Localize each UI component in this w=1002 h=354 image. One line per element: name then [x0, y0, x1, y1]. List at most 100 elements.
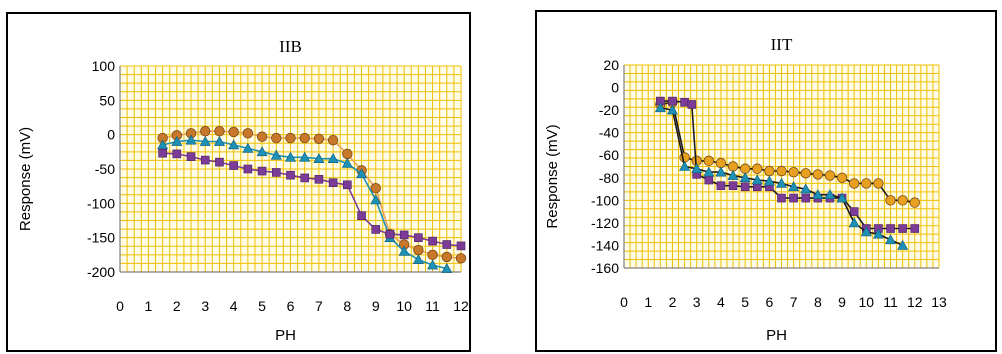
data-point: [228, 139, 240, 150]
data-point: [800, 168, 811, 179]
y-tick-label: -20: [599, 102, 619, 118]
y-tick-label: -100: [87, 195, 115, 211]
data-point: [342, 148, 353, 160]
data-point: [185, 134, 197, 145]
data-point: [728, 181, 738, 190]
data-point: [897, 195, 908, 206]
data-point: [687, 100, 697, 109]
y-tick-label: -160: [591, 260, 619, 276]
x-tick-label: 9: [372, 298, 380, 314]
x-tick-label: 13: [931, 294, 947, 310]
data-point: [836, 192, 848, 203]
x-tick-label: 5: [258, 298, 266, 314]
data-point: [849, 207, 859, 216]
y-tick-label: -80: [599, 170, 619, 186]
data-point: [356, 168, 368, 179]
chart-iib: 100 50 0 -50 -100 -150 -200 0 1 2 3 4 5 6 7 8 9 10 11 12 IIB…: [6, 12, 471, 352]
data-point: [285, 132, 296, 144]
data-point: [885, 234, 897, 245]
data-point: [313, 153, 325, 163]
data-point: [764, 165, 775, 177]
data-point: [789, 193, 798, 203]
data-point: [801, 193, 811, 203]
data-point: [172, 149, 182, 159]
data-point: [824, 170, 836, 181]
y-tick-label: -150: [87, 230, 115, 246]
data-point: [860, 226, 872, 237]
data-point: [313, 133, 325, 144]
data-point: [413, 244, 424, 256]
data-point: [256, 131, 268, 142]
x-tick-label: 12: [453, 298, 469, 314]
data-point: [271, 168, 281, 177]
data-point: [763, 175, 775, 186]
data-point: [300, 173, 310, 183]
data-point: [214, 126, 225, 137]
data-point: [314, 175, 324, 184]
data-point: [398, 245, 410, 256]
data-point: [456, 241, 466, 251]
data-point: [427, 249, 438, 261]
data-point: [455, 253, 467, 264]
data-point: [385, 229, 395, 239]
y-tick-label: -40: [599, 125, 619, 141]
data-point: [370, 183, 381, 194]
x-tick-label: 6: [287, 298, 295, 314]
data-point: [885, 195, 896, 206]
y-tick-label: 20: [603, 57, 619, 73]
data-point: [873, 178, 884, 189]
chart-title: IIT: [771, 35, 793, 54]
x-tick-label: 0: [620, 294, 628, 310]
series-square: [158, 148, 466, 251]
data-point: [897, 239, 909, 250]
chart-title: IIB: [279, 37, 302, 56]
data-point: [442, 240, 452, 249]
data-point: [739, 163, 751, 174]
data-point: [242, 128, 254, 139]
data-point: [812, 169, 824, 180]
data-point: [704, 175, 714, 185]
data-point: [752, 163, 763, 174]
data-point: [441, 262, 453, 273]
data-point: [299, 151, 311, 162]
data-point: [666, 104, 678, 115]
data-point: [872, 228, 884, 239]
y-tick-label: 50: [99, 92, 115, 108]
x-tick-label: 9: [838, 294, 846, 310]
series-triangle: [654, 102, 909, 250]
data-point: [727, 161, 739, 172]
x-tick-label: 10: [859, 294, 875, 310]
data-point: [286, 170, 295, 180]
data-point: [412, 254, 424, 264]
x-tick-label: 10: [396, 298, 412, 314]
y-axis-label: Response (mV): [17, 127, 34, 231]
data-point: [428, 236, 437, 246]
data-point: [848, 178, 860, 189]
data-point: [668, 96, 677, 106]
y-tick-label: -120: [591, 215, 619, 231]
x-tick-label: 6: [765, 294, 773, 310]
data-point: [727, 169, 739, 180]
x-tick-label: 2: [669, 294, 677, 310]
data-point: [200, 155, 210, 165]
data-point: [270, 149, 282, 160]
data-point: [715, 157, 727, 169]
x-tick-label: 5: [741, 294, 749, 310]
x-tick-label: 7: [790, 294, 798, 310]
data-point: [775, 177, 788, 188]
data-point: [751, 174, 763, 185]
data-point: [824, 189, 836, 199]
x-tick-label: 3: [201, 298, 209, 314]
data-point: [158, 148, 167, 158]
data-point: [848, 217, 860, 228]
data-point: [215, 157, 224, 167]
data-point: [284, 151, 297, 162]
data-point: [328, 178, 338, 188]
y-tick-label: -100: [591, 192, 619, 208]
series-line: [660, 101, 915, 204]
data-point: [788, 181, 800, 192]
data-point: [886, 224, 895, 233]
data-point: [327, 134, 339, 146]
data-point: [370, 194, 382, 205]
